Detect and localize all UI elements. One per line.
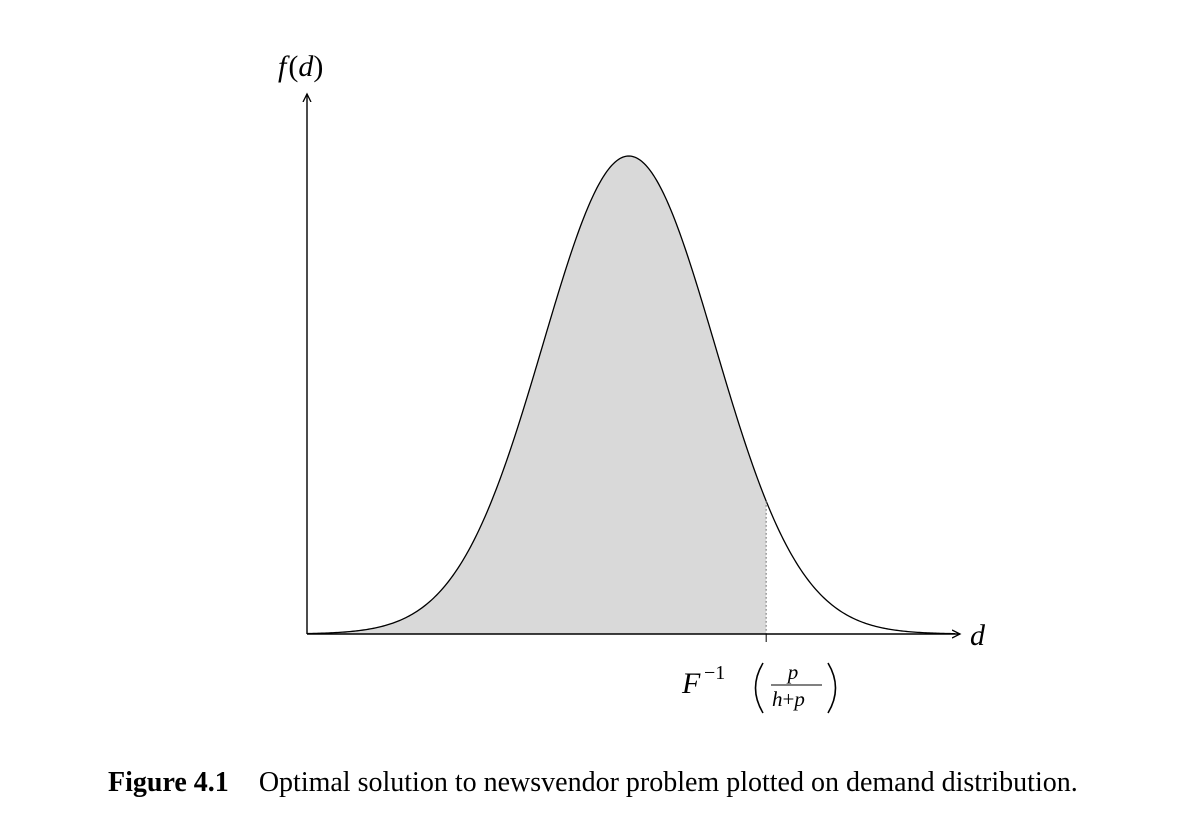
fraction-denominator-plus: +	[783, 687, 795, 711]
caption-text: Optimal solution to newsvendor problem p…	[258, 767, 1078, 798]
fraction-denominator: h+p	[772, 687, 805, 711]
quantile-label-base: F	[681, 667, 701, 700]
x-axis-label: d	[970, 619, 986, 652]
fraction-numerator: p	[786, 660, 799, 684]
y-axis-label-arg: d	[298, 50, 314, 83]
density-curve	[306, 155, 956, 635]
newsvendor-figure: f(d) d F −1 p h+p	[278, 50, 986, 714]
fraction-denominator-p: p	[792, 687, 805, 711]
caption-label: Figure 4.1	[108, 767, 229, 798]
y-axis-label: f(d)	[278, 50, 323, 83]
fraction-denominator-h: h	[772, 687, 783, 711]
quantile-label-exponent: −1	[704, 662, 725, 684]
quantile-label: F −1 p h+p	[681, 660, 837, 714]
right-paren	[827, 662, 837, 714]
shaded-area	[307, 156, 767, 634]
left-paren	[754, 662, 764, 714]
figure-caption: Figure 4.1 Optimal solution to newsvendor…	[108, 767, 1078, 799]
